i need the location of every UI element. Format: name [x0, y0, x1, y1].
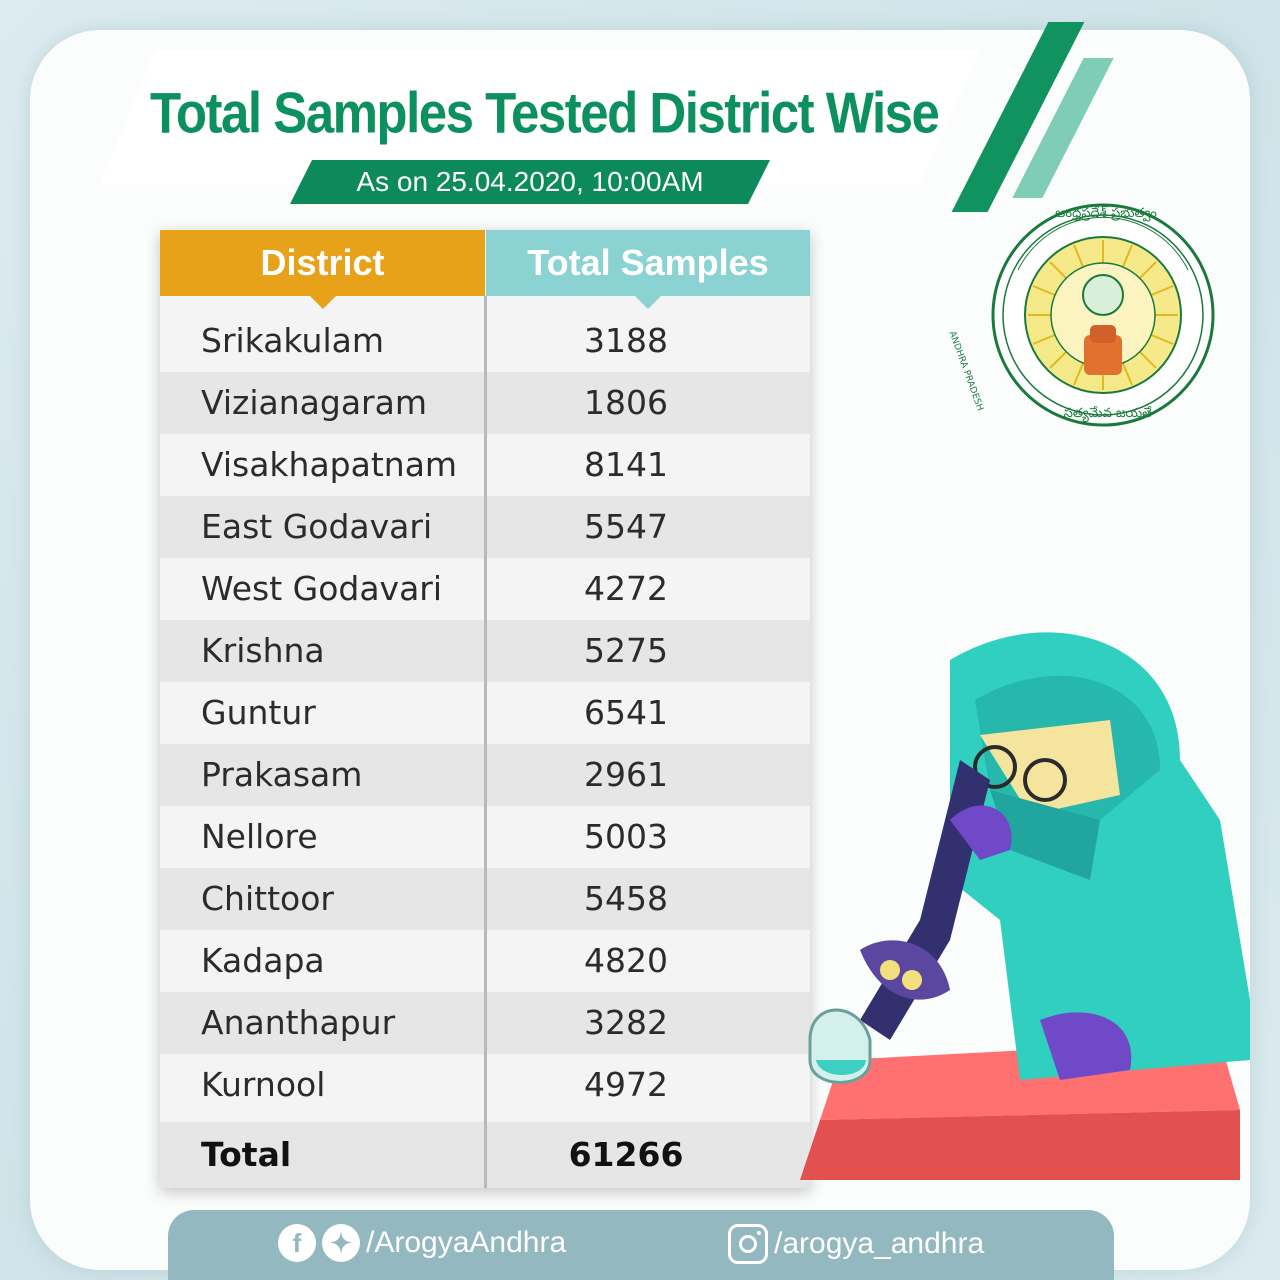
andhra-pradesh-emblem: [991, 203, 1215, 427]
district-cell: Vizianagaram: [201, 383, 427, 422]
samples-cell: 3282: [584, 1003, 668, 1042]
district-cell: Chittoor: [201, 879, 334, 918]
samples-cell: 6541: [584, 693, 668, 732]
district-cell: Ananthapur: [201, 1003, 396, 1042]
social-footer: f ✦ /ArogyaAndhra /arogya_andhra: [168, 1210, 1114, 1280]
district-cell: Nellore: [201, 817, 318, 856]
date-subtitle: As on 25.04.2020, 10:00AM: [290, 160, 770, 204]
samples-cell: 3188: [584, 321, 668, 360]
samples-cell: 5003: [584, 817, 668, 856]
header-district: District: [160, 230, 485, 309]
district-cell: Kadapa: [201, 941, 325, 980]
emblem-top-text: ఆంధ్రప్రదేశ్ ప్రభుత్వం: [1055, 206, 1157, 221]
table-row: Guntur 6541: [160, 682, 810, 744]
samples-cell: 1806: [584, 383, 668, 422]
emblem-bottom-text: సత్యమేవ జయతే: [1063, 406, 1153, 421]
samples-cell: 5458: [584, 879, 668, 918]
samples-cell: 5275: [584, 631, 668, 670]
samples-cell: 4272: [584, 569, 668, 608]
district-cell: Visakhapatnam: [201, 445, 458, 484]
header-total-samples: Total Samples: [486, 230, 810, 309]
page-title: Total Samples Tested District Wise: [150, 81, 940, 145]
district-cell: Srikakulam: [201, 321, 384, 360]
table-row: Nellore 5003: [160, 806, 810, 868]
handle-arogyaandhra[interactable]: /ArogyaAndhra: [366, 1226, 567, 1259]
handle-arogya-andhra[interactable]: /arogya_andhra: [774, 1227, 985, 1260]
district-cell: Krishna: [201, 631, 325, 670]
district-cell: Prakasam: [201, 755, 363, 794]
scientist-microscope-illustration: [800, 632, 1250, 1180]
district-cell: West Godavari: [201, 569, 443, 608]
samples-cell: 5547: [584, 507, 668, 546]
samples-cell: 2961: [584, 755, 668, 794]
district-cell: Kurnool: [201, 1065, 326, 1104]
table-row: West Godavari 4272: [160, 558, 810, 620]
social-right-group: /arogya_andhra: [728, 1224, 984, 1264]
samples-table: District Total Samples Srikakulam 3188 Viz…: [160, 230, 810, 1188]
samples-cell: 4820: [584, 941, 668, 980]
district-cell: East Godavari: [201, 507, 433, 546]
facebook-icon[interactable]: f: [278, 1224, 316, 1262]
instagram-icon[interactable]: [728, 1224, 768, 1264]
table-row: Kurnool 4972: [160, 1054, 810, 1116]
district-cell: Guntur: [201, 693, 316, 732]
total-label: Total: [201, 1135, 292, 1174]
twitter-icon[interactable]: ✦: [322, 1224, 360, 1262]
samples-cell: 4972: [584, 1065, 668, 1104]
table-row: Kadapa 4820: [160, 930, 810, 992]
social-left-group: f ✦ /ArogyaAndhra: [278, 1224, 566, 1262]
samples-cell: 8141: [584, 445, 668, 484]
column-divider: [484, 296, 487, 1188]
total-value: 61266: [568, 1135, 684, 1174]
table-row: Srikakulam 3188: [160, 310, 810, 372]
table-row: Visakhapatnam 8141: [160, 434, 810, 496]
